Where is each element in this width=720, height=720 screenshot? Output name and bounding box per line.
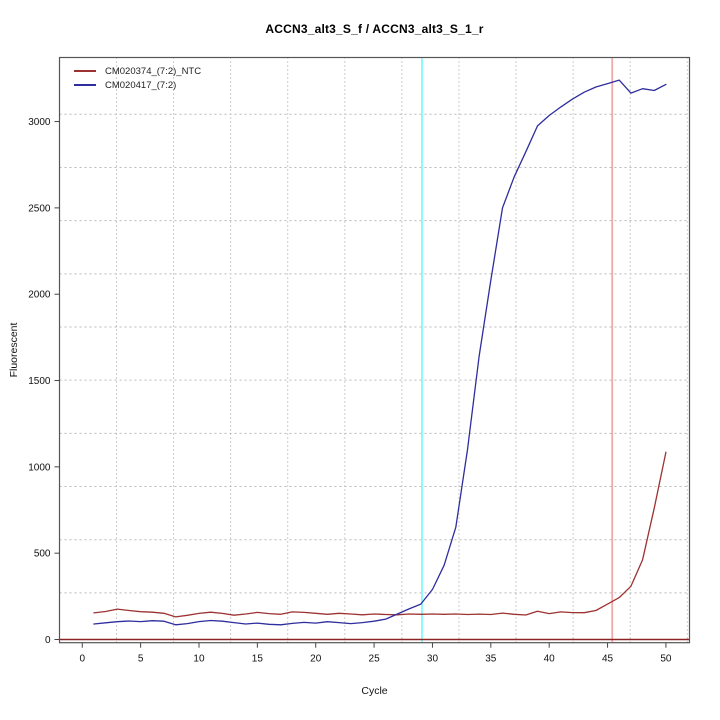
- x-axis-title: Cycle: [361, 685, 388, 697]
- x-axis-tick-label: 50: [660, 654, 672, 665]
- y-axis-tick-label: 0: [45, 635, 51, 646]
- legend-label-sample: CM020417_(7:2): [105, 79, 177, 91]
- chart-title: ACCN3_alt3_S_f / ACCN3_alt3_S_1_r: [265, 22, 484, 36]
- y-axis-tick-label: 2500: [28, 203, 51, 214]
- x-axis-tick-label: 45: [602, 654, 614, 665]
- x-axis-tick-label: 30: [427, 654, 439, 665]
- x-axis-tick-label: 35: [485, 654, 497, 665]
- legend-swatch-sample: [74, 84, 96, 86]
- sample-curve: [93, 79, 667, 626]
- legend-item-ntc: CM020374_(7:2)_NTC: [74, 64, 201, 78]
- x-axis-tick-label: 10: [193, 654, 205, 665]
- y-axis-tick-label: 3000: [28, 117, 51, 128]
- x-axis-tick-label: 25: [369, 654, 381, 665]
- y-axis-tick-label: 2000: [28, 290, 51, 301]
- ntc-curve: [93, 451, 667, 618]
- legend-label-ntc: CM020374_(7:2)_NTC: [105, 65, 202, 77]
- legend-item-sample: CM020417_(7:2): [74, 78, 201, 92]
- y-axis-tick-label: 1500: [28, 376, 51, 387]
- x-axis-tick-label: 40: [544, 654, 556, 665]
- plot-border: [58, 56, 691, 644]
- legend: CM020374_(7:2)_NTC CM020417_(7:2): [74, 64, 201, 92]
- x-axis-tick-label: 5: [138, 654, 144, 665]
- y-axis-tick-label: 1000: [28, 462, 51, 473]
- x-axis-tick-label: 20: [310, 654, 322, 665]
- legend-swatch-ntc: [74, 70, 96, 72]
- x-axis-tick-label: 15: [252, 654, 264, 665]
- x-axis-tick-label: 0: [79, 654, 85, 665]
- y-axis-tick-label: 500: [34, 549, 51, 560]
